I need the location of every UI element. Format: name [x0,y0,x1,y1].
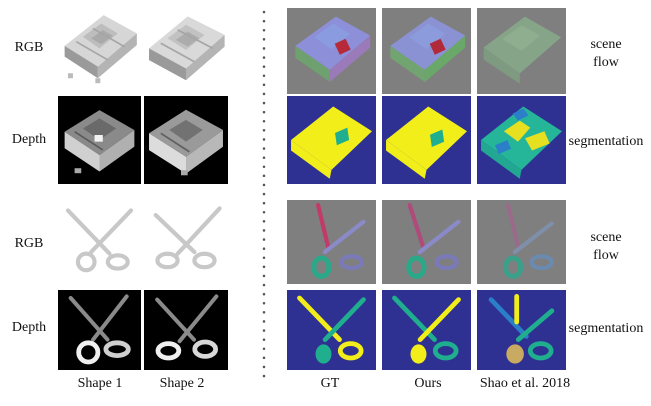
side-label-scissors-flow-line2: flow [593,248,619,263]
scissors-seg-ours [382,290,471,370]
side-label-house-flow-line1: scene [590,37,622,52]
scissors-flow-baseline [477,200,566,284]
row-label-house-rgb: RGB [14,40,44,55]
col-label-shape2: Shape 2 [159,376,205,391]
dotted-separator [262,10,266,380]
scissors-depth-shape2 [144,290,228,370]
house-rgb-shape1 [58,8,141,92]
side-label-house-flow-line2: flow [593,55,619,70]
row-label-scissors-rgb: RGB [14,236,44,251]
house-rgb-shape2 [144,8,228,92]
col-label-ours: Ours [414,376,442,391]
house-flow-ours [382,8,471,94]
scissors-seg-baseline [477,290,566,370]
side-label-house-seg: segmentation [568,134,644,149]
house-seg-gt [287,96,376,184]
side-label-scissors-flow-line1: scene [590,230,622,245]
scissors-flow-gt [287,200,376,284]
scissors-depth-shape1 [58,290,141,370]
house-depth-shape1 [58,96,141,184]
row-label-scissors-depth: Depth [11,320,47,335]
side-label-house-flow: scene flow [561,36,651,72]
house-flow-baseline [477,8,566,94]
scissors-flow-ours [382,200,471,284]
side-label-scissors-flow: scene flow [561,229,651,265]
col-label-baseline: Shao et al. 2018 [479,376,571,391]
col-label-shape1: Shape 1 [77,376,123,391]
row-label-house-depth: Depth [11,132,47,147]
scissors-rgb-shape1 [58,200,141,284]
scissors-rgb-shape2 [144,200,228,284]
house-depth-shape2 [144,96,228,184]
house-seg-baseline [477,96,566,184]
side-label-scissors-seg: segmentation [568,321,644,336]
house-flow-gt [287,8,376,94]
col-label-gt: GT [320,376,340,391]
scissors-seg-gt [287,290,376,370]
house-seg-ours [382,96,471,184]
